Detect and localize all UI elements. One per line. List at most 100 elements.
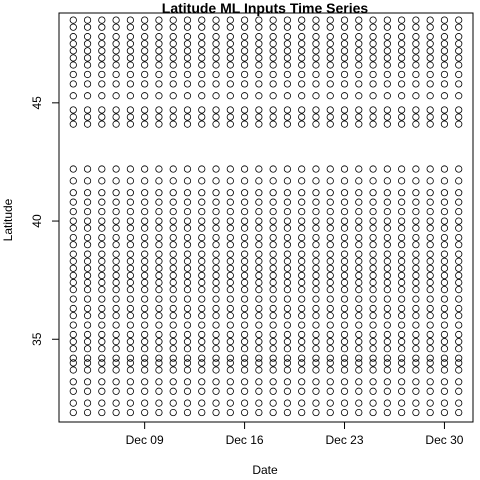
data-point [83,387,92,395]
data-point [183,189,192,197]
data-point [98,345,106,353]
data-point [298,113,306,121]
data-point [383,286,391,294]
data-point [126,338,134,346]
data-point [283,106,292,114]
data-point [183,271,192,280]
data-point [69,366,77,374]
data-point [255,217,263,225]
data-point [169,23,177,31]
data-point [240,33,249,41]
data-point [141,47,149,55]
data-point [126,286,134,294]
data-point [155,295,163,303]
data-point [98,408,106,417]
data-point [455,70,463,79]
data-point [240,295,249,303]
data-point [326,207,334,216]
data-point [283,207,292,216]
data-point [112,120,120,128]
data-point [83,40,92,48]
data-point [398,286,406,294]
data-point [412,257,420,265]
data-point [183,23,192,31]
data-point [369,80,377,88]
data-point [226,207,234,216]
data-point [212,234,220,242]
data-point [141,250,149,258]
data-point [455,217,463,225]
data-point [398,241,406,249]
data-point [226,366,234,374]
data-point [83,16,92,24]
data-point [112,47,120,55]
data-point [141,321,149,329]
data-point [98,366,106,374]
data-point [83,378,92,386]
data-point [283,338,292,346]
data-point [383,271,391,280]
data-point [455,33,463,41]
data-point [298,345,306,353]
data-point [426,241,434,249]
data-point [298,54,306,62]
data-point [398,387,406,395]
data-point [240,387,249,395]
data-point [255,92,263,100]
data-point [198,321,206,329]
data-point [283,354,292,362]
data-point [198,278,206,287]
data-point [126,177,134,185]
data-point [226,408,234,417]
data-point [383,338,391,346]
data-point [126,378,134,386]
data-point [112,241,120,249]
data-point [426,61,434,69]
data-point [383,189,391,197]
data-point [369,234,377,242]
data-point [312,40,320,48]
data-point [98,16,106,24]
data-point [141,165,149,173]
data-point [169,198,177,206]
data-point [398,23,406,31]
data-point [412,304,420,313]
data-point [398,198,406,206]
data-point [326,264,334,272]
data-point [141,359,149,367]
data-point [312,80,320,88]
data-point [69,321,77,329]
data-point [326,321,334,329]
data-point [155,241,163,249]
data-point [240,330,249,339]
data-point [383,33,391,41]
data-point [212,207,220,216]
data-point [112,271,120,280]
data-point [212,271,220,280]
data-point [440,366,449,374]
data-point [398,16,406,24]
data-point [312,23,320,31]
data-point [112,189,120,197]
data-point [398,189,406,197]
data-point [98,399,106,407]
data-point [212,359,220,367]
data-point [255,312,263,320]
data-point [440,54,449,62]
data-point [440,198,449,206]
data-point [155,224,163,232]
data-point [240,250,249,258]
data-point [283,250,292,258]
data-point [369,198,377,206]
data-point [126,217,134,225]
data-point [398,271,406,280]
data-point [183,198,192,206]
data-point [426,359,434,367]
data-point [369,217,377,225]
data-point [269,354,277,362]
data-point [226,264,234,272]
data-point [255,224,263,232]
data-point [126,278,134,287]
data-point [440,92,449,100]
data-point [340,330,349,339]
